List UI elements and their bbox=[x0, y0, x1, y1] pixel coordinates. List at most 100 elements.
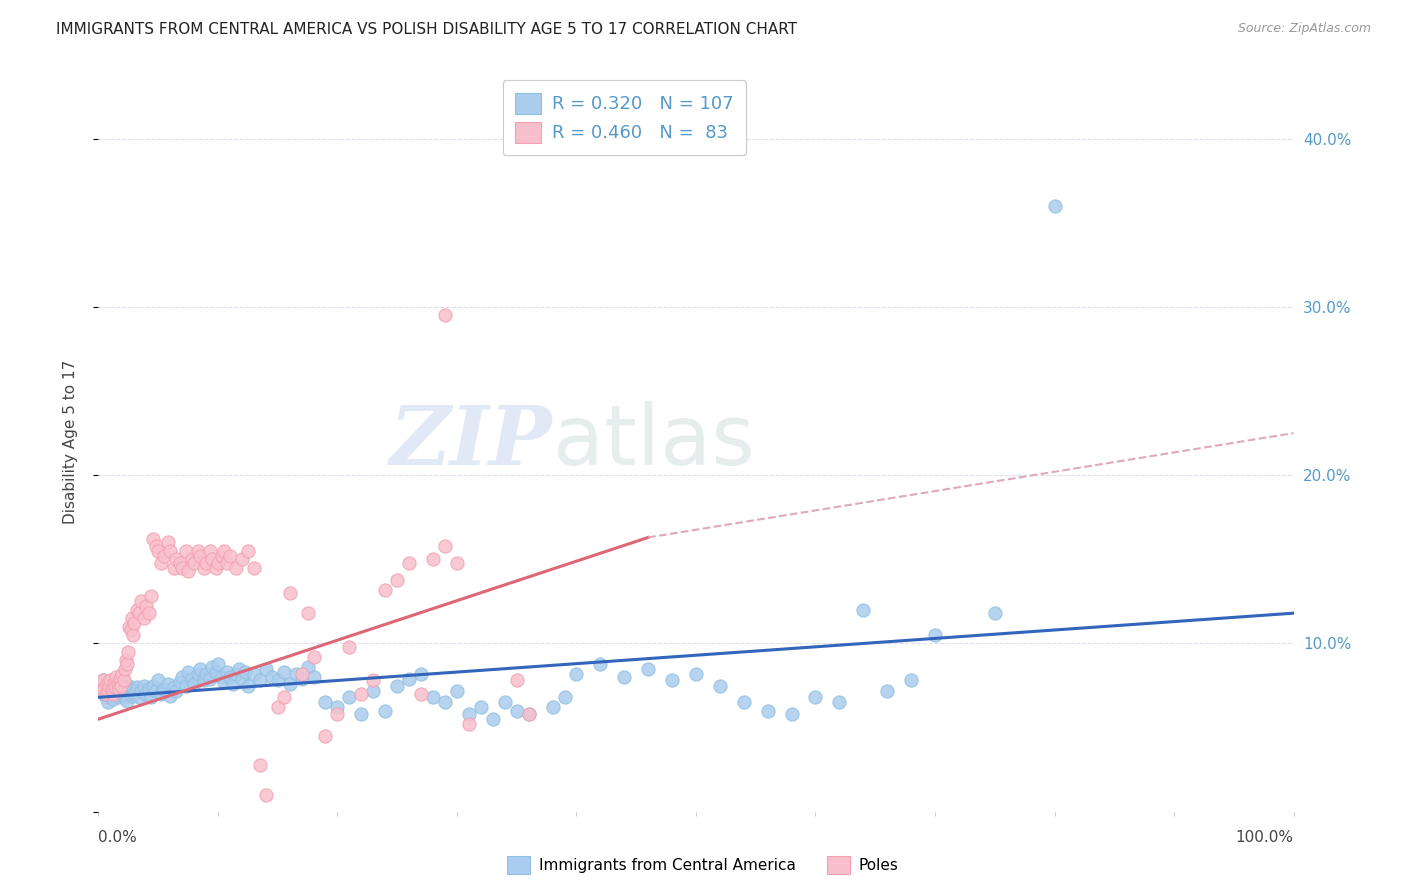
Point bbox=[470, 700, 492, 714]
Point bbox=[411, 687, 433, 701]
Point bbox=[193, 560, 215, 574]
Point bbox=[98, 679, 121, 693]
Point bbox=[118, 679, 141, 693]
Point bbox=[225, 560, 247, 574]
Point bbox=[165, 552, 187, 566]
Point bbox=[194, 556, 218, 570]
Point bbox=[108, 672, 131, 686]
Point bbox=[637, 662, 659, 676]
Point bbox=[98, 685, 121, 699]
Point bbox=[94, 687, 117, 701]
Point bbox=[98, 689, 122, 703]
Point bbox=[446, 683, 468, 698]
Point bbox=[131, 594, 153, 608]
Point bbox=[187, 544, 209, 558]
Point bbox=[260, 670, 283, 684]
Point bbox=[148, 673, 170, 688]
Point bbox=[142, 679, 165, 693]
Point bbox=[104, 687, 127, 701]
Point bbox=[284, 666, 307, 681]
Point bbox=[212, 544, 235, 558]
Point bbox=[554, 690, 576, 705]
Point bbox=[174, 544, 197, 558]
Point bbox=[828, 695, 851, 709]
Point bbox=[117, 683, 139, 698]
Point bbox=[94, 690, 117, 705]
Point bbox=[110, 679, 132, 693]
Point bbox=[204, 560, 226, 574]
Point bbox=[169, 556, 191, 570]
Point bbox=[138, 606, 160, 620]
Point bbox=[984, 606, 1007, 620]
Point bbox=[156, 535, 179, 549]
Legend: Immigrants from Central America, Poles: Immigrants from Central America, Poles bbox=[501, 850, 905, 880]
Point bbox=[124, 687, 146, 701]
Point bbox=[339, 640, 360, 654]
Point bbox=[172, 560, 194, 574]
Point bbox=[458, 707, 481, 722]
Point bbox=[254, 662, 277, 676]
Point bbox=[211, 549, 233, 563]
Point bbox=[254, 788, 277, 802]
Point bbox=[661, 673, 683, 688]
Point bbox=[149, 687, 172, 701]
Point bbox=[120, 685, 142, 699]
Point bbox=[481, 712, 505, 726]
Point bbox=[219, 670, 242, 684]
Point bbox=[422, 552, 444, 566]
Point bbox=[101, 692, 124, 706]
Point bbox=[350, 687, 373, 701]
Point bbox=[235, 665, 257, 679]
Point bbox=[315, 695, 337, 709]
Point bbox=[236, 679, 259, 693]
Point bbox=[115, 653, 138, 667]
Point bbox=[517, 707, 540, 722]
Point bbox=[177, 564, 200, 578]
Point bbox=[145, 683, 167, 698]
Point bbox=[138, 681, 160, 696]
Point bbox=[780, 707, 803, 722]
Point bbox=[98, 673, 122, 688]
Point bbox=[112, 690, 135, 705]
Point bbox=[121, 689, 143, 703]
Point bbox=[131, 683, 153, 698]
Point bbox=[132, 679, 155, 693]
Point bbox=[124, 616, 146, 631]
Point bbox=[107, 690, 129, 705]
Point bbox=[101, 687, 124, 701]
Point bbox=[105, 677, 128, 691]
Point bbox=[267, 673, 290, 688]
Point bbox=[142, 532, 165, 546]
Point bbox=[125, 680, 148, 694]
Point bbox=[273, 690, 295, 705]
Point bbox=[180, 672, 202, 686]
Point bbox=[188, 549, 211, 563]
Point bbox=[100, 679, 122, 693]
Point bbox=[201, 660, 224, 674]
Text: Source: ZipAtlas.com: Source: ZipAtlas.com bbox=[1237, 22, 1371, 36]
Point bbox=[118, 619, 141, 633]
Point bbox=[93, 681, 115, 696]
Point bbox=[212, 675, 235, 690]
Point bbox=[91, 673, 114, 688]
Point bbox=[198, 672, 221, 686]
Point bbox=[198, 544, 221, 558]
Point bbox=[188, 662, 211, 676]
Point bbox=[852, 603, 875, 617]
Point bbox=[302, 649, 325, 664]
Point bbox=[411, 666, 433, 681]
Point bbox=[363, 673, 385, 688]
Point bbox=[169, 675, 191, 690]
Point bbox=[339, 690, 360, 705]
Point bbox=[90, 679, 112, 693]
Point bbox=[183, 677, 205, 691]
Point bbox=[278, 586, 301, 600]
Point bbox=[163, 680, 186, 694]
Point bbox=[90, 679, 112, 693]
Point bbox=[315, 729, 337, 743]
Point bbox=[153, 549, 176, 563]
Point bbox=[458, 717, 481, 731]
Point bbox=[96, 681, 118, 696]
Point bbox=[159, 544, 181, 558]
Point bbox=[107, 681, 129, 696]
